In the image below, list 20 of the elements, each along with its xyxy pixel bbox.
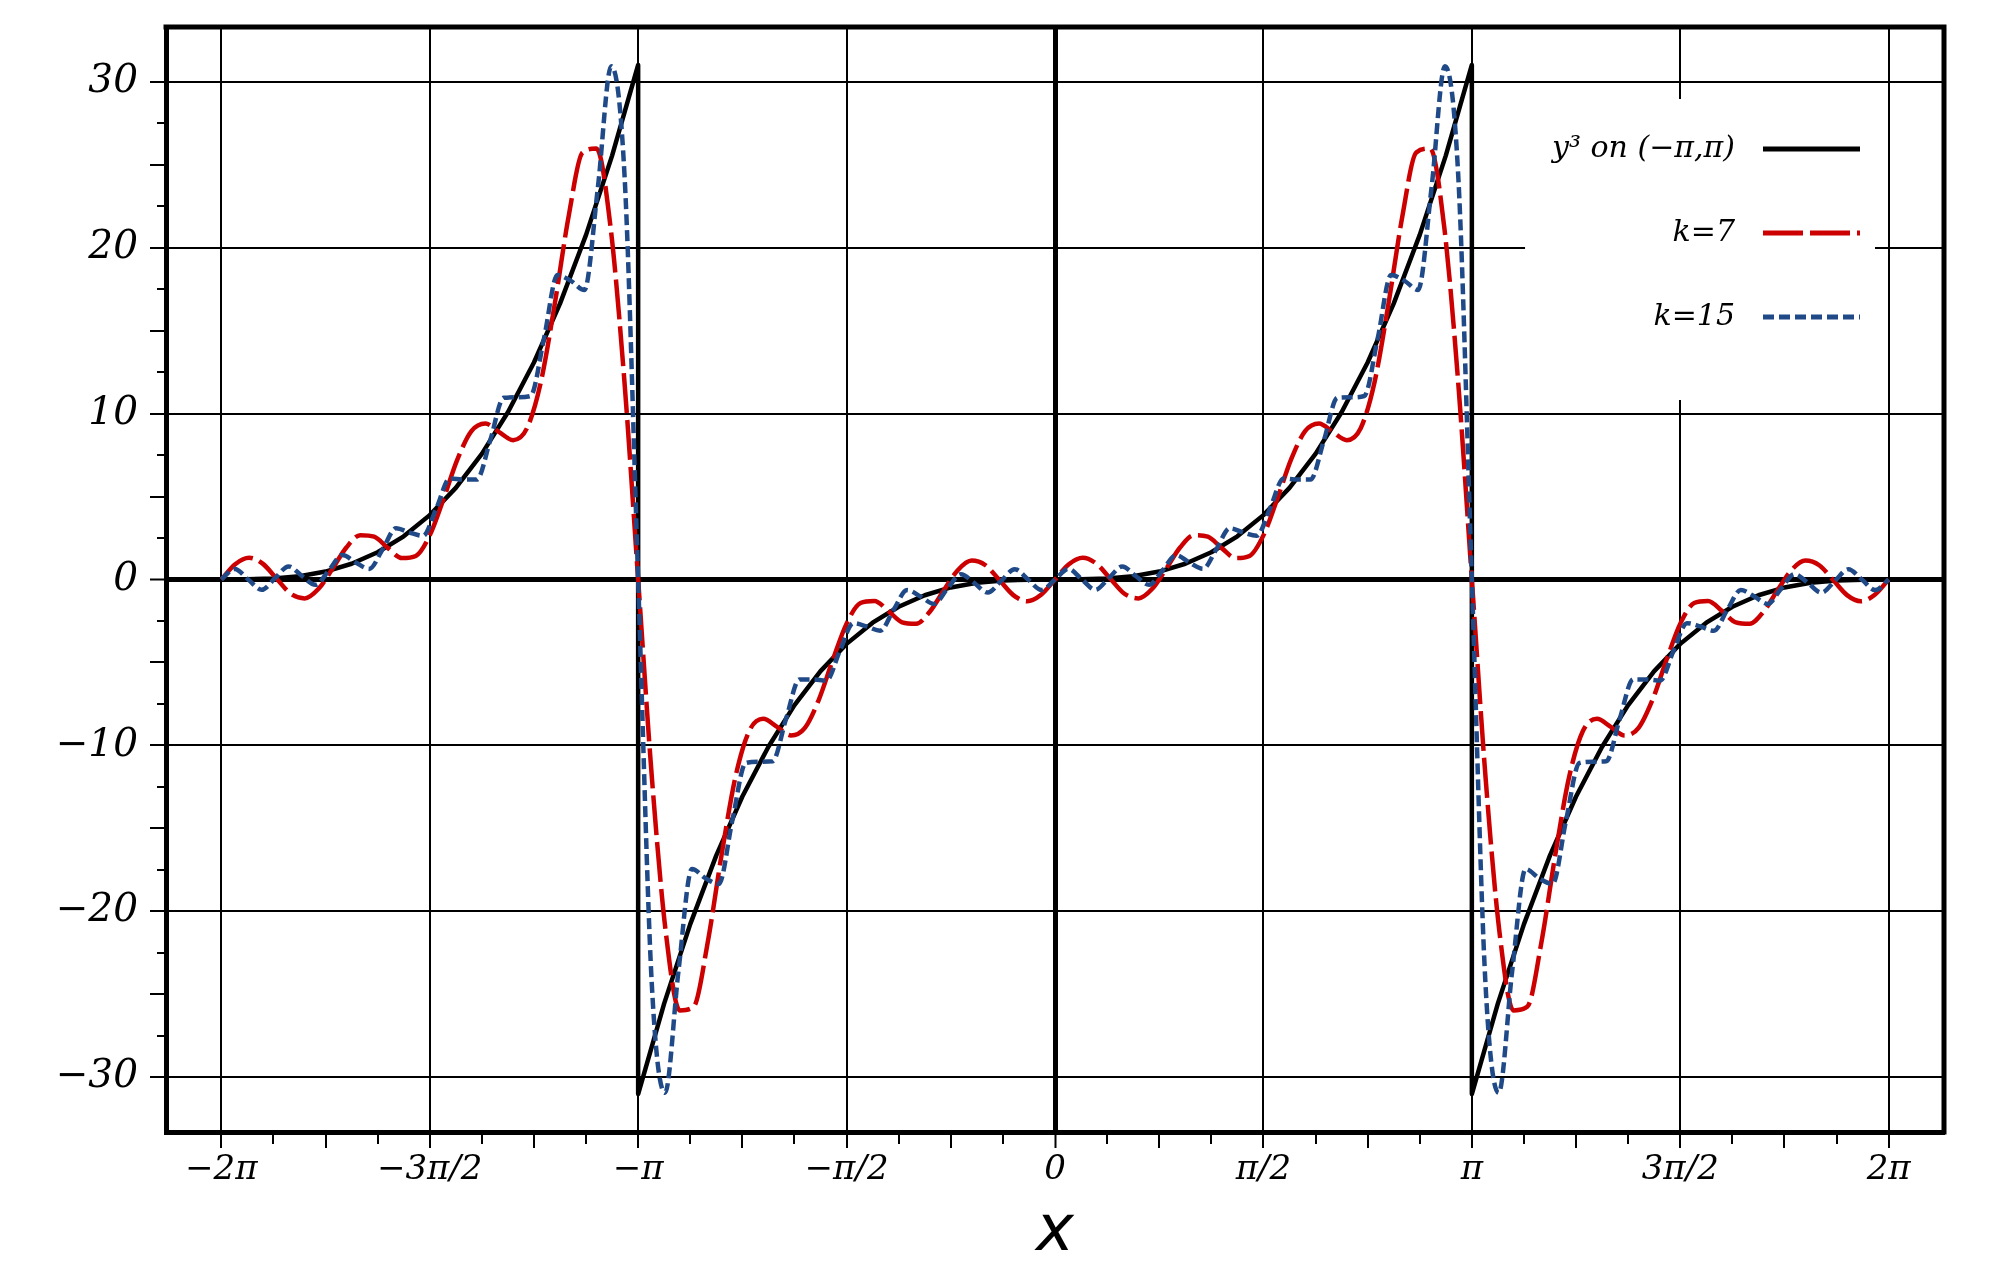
legend-label: y³ on (−π,π) [1550, 128, 1735, 164]
y-tick-label: −10 [55, 719, 138, 765]
x-tick-label: −π/2 [804, 1147, 889, 1188]
x-axis-title: x [1034, 1191, 1076, 1266]
y-tick-label: −20 [55, 885, 138, 931]
x-tick-label: −2π [185, 1147, 259, 1188]
x-tick-label: −π [612, 1147, 665, 1188]
legend-label: k=15 [1653, 296, 1735, 332]
y-tick-label: 30 [88, 55, 138, 101]
x-tick-label: −3π/2 [376, 1147, 483, 1188]
y-tick-label: 10 [88, 387, 138, 433]
x-tick-label: π [1459, 1147, 1484, 1188]
y-tick-label: −30 [55, 1051, 138, 1097]
x-tick-label: 3π/2 [1641, 1147, 1719, 1188]
y-tick-label: 0 [113, 553, 138, 599]
x-tick-label: 2π [1865, 1147, 1912, 1188]
legend-label: k=7 [1672, 212, 1736, 248]
x-tick-label: π/2 [1234, 1147, 1292, 1188]
x-tick-label: 0 [1044, 1147, 1066, 1188]
y-tick-label: 20 [87, 221, 138, 267]
